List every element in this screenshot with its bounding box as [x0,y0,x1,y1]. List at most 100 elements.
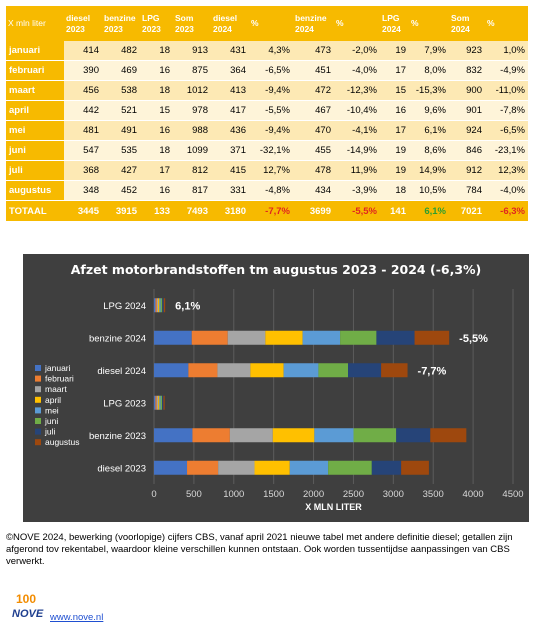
column-header: LPG 2024 [380,6,409,41]
table-row: februari 390 469 16 875 364 -6,5% 451 -4,0% 17 8,0… [6,60,528,81]
value-cell: 538 [102,80,140,101]
table-row: maart 456 538 18 1012 413 -9,4% 472 -12,3% 15 -15,… [6,80,528,101]
x-tick-label: 2500 [343,489,364,500]
value-cell: 1012 [173,80,211,101]
value-cell: 427 [102,160,140,181]
column-header: % [485,6,528,41]
value-cell: -4,0% [485,180,528,201]
value-cell: 364 [211,60,249,81]
value-cell: 482 [102,41,140,61]
legend-entry: februari [45,374,74,384]
bar-segment [154,395,156,410]
total-cell: 3445 [64,200,102,222]
value-cell: 812 [173,160,211,181]
bar-segment [396,428,431,443]
bar-segment [156,395,159,410]
month-cell: augustus [6,180,64,201]
column-header: % [249,6,293,41]
logo-number: 100 [16,592,36,606]
table-row: april 442 521 15 978 417 -5,5% 467 -10,4% 16 9,6% 9… [6,100,528,121]
value-cell: 900 [449,80,485,101]
total-cell: 7493 [173,200,211,222]
table-row: januari 414 482 18 913 431 4,3% 473 -2,0% 19 7,9% 9… [6,41,528,61]
x-tick-label: 4000 [463,489,484,500]
value-cell: 469 [102,60,140,81]
value-cell: 434 [293,180,334,201]
value-cell: 8,6% [409,140,449,161]
bar-segment [272,428,315,443]
table-header-row: X mln liter diesel 2023 benzine 2023 LPG 2023 S… [6,6,528,41]
legend-swatch [35,418,41,424]
value-cell: -4,8% [249,180,293,201]
table-row: augustus 348 452 16 817 331 -4,8% 434 -3,9% 18 10,… [6,180,528,201]
value-cell: 15 [140,100,173,121]
value-cell: 18 [140,80,173,101]
category-label: LPG 2023 [103,398,146,409]
total-cell: 3180 [211,200,249,222]
value-cell: 470 [293,120,334,141]
legend-swatch [35,439,41,446]
column-header: diesel 2023 [64,6,102,41]
bar-segment [302,330,341,345]
value-cell: -10,4% [334,100,380,121]
bar-segment [227,330,266,345]
total-cell: -6,3% [485,200,528,222]
bar-segment [158,395,160,410]
month-cell: mei [6,120,64,141]
value-cell: 415 [211,160,249,181]
value-cell: 12,3% [485,160,528,181]
value-cell: 521 [102,100,140,121]
bar-segment [154,363,189,378]
legend-swatch [35,375,41,382]
x-tick-label: 3000 [383,489,404,500]
value-cell: 7,9% [409,41,449,61]
bar-segment [283,363,319,378]
legend-entry: april [45,395,61,405]
value-cell: 12,7% [249,160,293,181]
value-cell: 14,9% [409,160,449,181]
total-cell: 3915 [102,200,140,222]
value-cell: -23,1% [485,140,528,161]
bar-segment [250,363,284,378]
bar-segment [314,428,354,443]
value-cell: 10,5% [409,180,449,201]
value-cell: 832 [449,60,485,81]
value-cell: 15 [380,80,409,101]
value-cell: 16 [140,120,173,141]
bar-segment [154,428,193,443]
bar-segment [328,460,372,475]
category-label: diesel 2024 [97,366,146,377]
value-cell: 18 [140,140,173,161]
month-cell: februari [6,60,64,81]
value-cell: 18 [140,41,173,61]
value-cell: 913 [173,41,211,61]
value-cell: 491 [102,120,140,141]
x-tick-label: 0 [151,489,156,500]
bar-segment [289,460,329,475]
value-cell: 846 [449,140,485,161]
value-cell: -3,9% [334,180,380,201]
x-axis-label: X MLN LITER [305,502,362,512]
value-cell: 19 [380,41,409,61]
legend-swatch [35,428,41,435]
sales-table: X mln liter diesel 2023 benzine 2023 LPG 2023 S… [6,6,528,222]
value-cell: 817 [173,180,211,201]
bar-segment [155,298,157,313]
value-cell: -11,0% [485,80,528,101]
value-cell: 455 [293,140,334,161]
legend-entry: juni [44,416,58,426]
total-cell: 133 [140,200,173,222]
legend-swatch [35,386,41,393]
value-cell: 390 [64,60,102,81]
value-cell: 1099 [173,140,211,161]
value-cell: 16 [140,180,173,201]
chart-title: Afzet motorbrandstoffen tm augustus 2023… [71,262,482,277]
bar-segment [188,363,218,378]
month-cell: juli [6,160,64,181]
value-cell: 478 [293,160,334,181]
column-header: benzine 2024 [293,6,334,41]
stacked-bar-chart: Afzet motorbrandstoffen tm augustus 2023… [23,254,529,522]
value-cell: 467 [293,100,334,121]
x-tick-label: 1000 [223,489,244,500]
website-link[interactable]: www.nove.nl [50,612,104,623]
